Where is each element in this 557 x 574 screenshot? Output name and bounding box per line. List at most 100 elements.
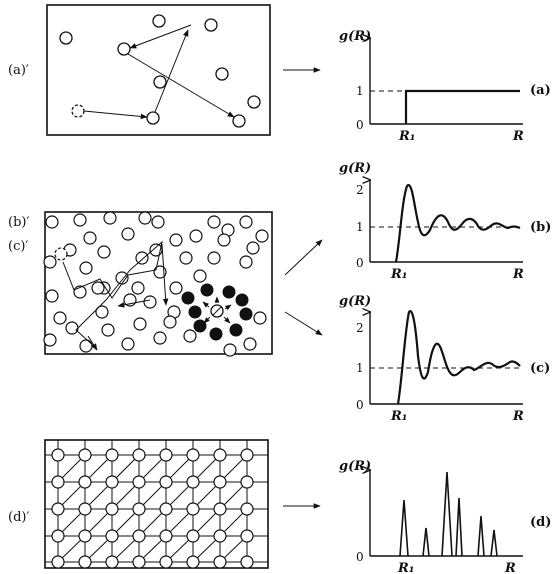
arrow-b [284, 239, 323, 276]
lattice-atom [105, 502, 119, 516]
right-label-c: (c) [530, 361, 550, 376]
ytick-b-1: 1 [356, 220, 364, 234]
lattice-atom [132, 448, 146, 462]
left-label-a: (a)′ [8, 63, 29, 78]
ytick-c-0: 0 [356, 398, 364, 412]
liquid-atom [91, 281, 105, 295]
lattice-atom [132, 555, 146, 569]
liquid-atom [121, 337, 135, 351]
xlabel-d: R [504, 561, 516, 574]
liquid-atom [153, 331, 167, 345]
ytick-d-0: 0 [356, 550, 364, 564]
liquid-box [43, 211, 273, 357]
liquid-atom [43, 255, 57, 269]
liquid-atom [255, 229, 269, 243]
lattice-atom [213, 529, 227, 543]
liquid-atom [169, 233, 183, 247]
liquid-atom [193, 269, 207, 283]
lattice-atom [213, 555, 227, 569]
neighbor-atom [235, 293, 249, 307]
lattice-atom [159, 555, 173, 569]
gas-box [46, 4, 271, 136]
xlabel-a: R [512, 129, 524, 144]
ytick-a-0: 0 [356, 118, 364, 132]
lattice-atom [78, 502, 92, 516]
lattice-atom [213, 448, 227, 462]
lattice-atom [51, 502, 65, 516]
lattice-atom [186, 529, 200, 543]
ylabel-a: g(R) [339, 29, 371, 44]
liquid-atom [179, 251, 193, 265]
lattice-atom [51, 555, 65, 569]
ytick-b-2: 2 [356, 183, 364, 197]
liquid-atom [79, 339, 93, 353]
liquid-atom [183, 329, 197, 343]
right-label-a: (a) [530, 83, 551, 98]
lattice-atom [186, 448, 200, 462]
lattice-atom [105, 448, 119, 462]
liquid-atom [217, 233, 231, 247]
liquid-atom [101, 323, 115, 337]
lattice-atom [240, 448, 254, 462]
liquid-atom [246, 241, 260, 255]
liquid-atom [65, 321, 79, 335]
arrow-c [284, 311, 323, 336]
liquid-atom [169, 281, 183, 295]
liquid-atom [189, 229, 203, 243]
liquid-atom [143, 295, 157, 309]
liquid-atom [43, 333, 57, 347]
liquid-atom [131, 281, 145, 295]
ytick-c-2: 2 [356, 321, 364, 335]
neighbor-atom [222, 285, 236, 299]
lattice-atom [159, 448, 173, 462]
neighbor-atom [181, 291, 195, 305]
r1-c: R₁ [390, 409, 408, 424]
liquid-atom [153, 265, 167, 279]
plot-d: g(R) 0 R₁ R (d) [339, 459, 551, 574]
lattice-atom [78, 555, 92, 569]
liquid-atom [253, 311, 267, 325]
r1-a: R₁ [398, 129, 416, 144]
xlabel-b: R [512, 267, 524, 282]
left-label-b: (b)′ [8, 215, 29, 230]
lattice-atom [132, 502, 146, 516]
liquid-atom [133, 317, 147, 331]
lattice-atom [159, 475, 173, 489]
liquid-atom [45, 215, 59, 229]
lattice-atom [159, 502, 173, 516]
liquid-atom [223, 343, 237, 357]
r1-d: R₁ [397, 561, 415, 574]
liquid-atom [135, 251, 149, 265]
lattice-atom [159, 529, 173, 543]
liquid-atom [151, 215, 165, 229]
lattice-atom [78, 529, 92, 543]
liquid-atom [239, 255, 253, 269]
liquid-atom [97, 245, 111, 259]
liquid-atom [83, 231, 97, 245]
lattice-atom [132, 475, 146, 489]
neighbor-atom [188, 305, 202, 319]
liquid-atom [95, 305, 109, 319]
crystal-box [44, 439, 269, 569]
lattice-atom [240, 529, 254, 543]
liquid-atom [207, 215, 221, 229]
ytick-c-1: 1 [356, 361, 364, 375]
lattice-atom [105, 555, 119, 569]
lattice-atom [186, 475, 200, 489]
lattice-atom [240, 475, 254, 489]
lattice-atom [240, 502, 254, 516]
liquid-atom [53, 311, 67, 325]
liquid-atom [73, 213, 87, 227]
lattice-atom [78, 448, 92, 462]
neighbor-atom [193, 319, 207, 333]
liquid-atom [79, 261, 93, 275]
lattice-atom [240, 555, 254, 569]
lattice-atom [132, 529, 146, 543]
liquid-atom [45, 289, 59, 303]
left-label-c: (c)′ [8, 239, 28, 254]
xlabel-c: R [512, 409, 524, 424]
lattice-atom [51, 529, 65, 543]
ylabel-c: g(R) [339, 294, 371, 309]
liquid-atom [207, 251, 221, 265]
neighbor-atom [229, 323, 243, 337]
